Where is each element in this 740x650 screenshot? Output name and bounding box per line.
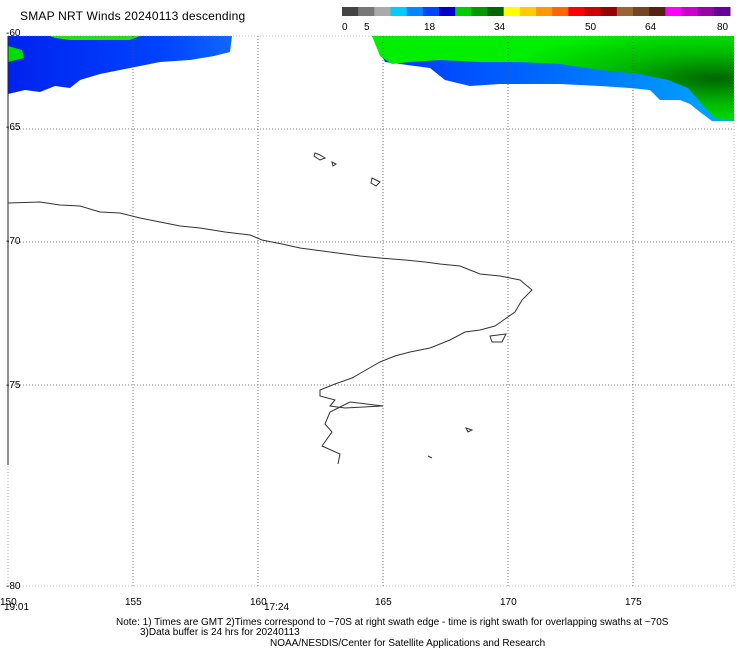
map-frame	[7, 35, 735, 587]
colorbar-tick-label: 34	[494, 22, 506, 33]
colorbar-swatch	[713, 7, 731, 16]
colorbar-tick-label: 0	[342, 22, 348, 33]
colorbar-swatch	[697, 7, 715, 16]
colorbar-swatch	[503, 7, 521, 16]
latitude-label: -65	[6, 122, 21, 133]
colorbar-swatch	[568, 7, 585, 16]
footnote-line-1: Note: 1) Times are GMT 2)Times correspon…	[116, 617, 669, 628]
colorbar-swatch	[455, 7, 472, 16]
longitude-label: 150	[0, 597, 17, 608]
swath-time-label: 19:01	[4, 602, 29, 613]
longitude-label: 175	[625, 597, 642, 608]
credit-line: NOAA/NESDIS/Center for Satellite Applica…	[270, 638, 546, 649]
graticule	[8, 36, 734, 586]
colorbar-tick-label: 18	[424, 22, 436, 33]
colorbar-tick-label: 64	[645, 22, 657, 33]
colorbar-swatch	[665, 7, 682, 16]
wind-swath-right	[372, 36, 734, 121]
coastline	[7, 152, 533, 465]
footnote-line-2: 3)Data buffer is 24 hrs for 20240113	[140, 627, 300, 638]
colorbar-swatch	[471, 7, 488, 16]
swath-time-label: 17:24	[264, 602, 289, 613]
colorbar-swatch	[681, 7, 699, 16]
colorbar-tick-label: 50	[585, 22, 597, 33]
colorbar-swatch	[342, 7, 359, 16]
colorbar-swatch	[358, 7, 375, 16]
colorbar-swatch	[439, 7, 456, 16]
colorbar-swatch	[487, 7, 505, 16]
colorbar-swatch	[649, 7, 666, 16]
colorbar-swatch	[633, 7, 650, 16]
colorbar-swatch	[584, 7, 602, 16]
colorbar-tick-label: 5	[364, 22, 370, 33]
latitude-label: -60	[6, 28, 21, 39]
colorbar-tick-label: 80	[717, 22, 729, 33]
latitude-label: -80	[6, 581, 21, 592]
colorbar-swatch	[519, 7, 537, 16]
colorbar-swatch	[406, 7, 424, 16]
longitude-label: 170	[500, 597, 517, 608]
colorbar-swatch	[422, 7, 440, 16]
longitude-label: 155	[125, 597, 142, 608]
wind-map: -60 -65 -70 -75 -80 150 155 160 165 170 …	[0, 28, 735, 613]
longitude-label: 160	[250, 597, 267, 608]
colorbar-swatch	[536, 7, 553, 16]
longitude-label: 165	[375, 597, 392, 608]
colorbar-swatch	[390, 7, 408, 16]
latitude-label: -75	[6, 380, 21, 391]
colorbar-swatch	[374, 7, 391, 16]
wind-swath-left	[8, 36, 232, 94]
latitude-label: -70	[6, 236, 21, 247]
map-title: SMAP NRT Winds 20240113 descending	[20, 9, 246, 23]
wind-speed-colorbar: 0 5 18 34 50 64 80	[342, 7, 731, 33]
colorbar-swatch	[616, 7, 634, 16]
colorbar-swatch	[552, 7, 569, 16]
colorbar-swatch	[600, 7, 618, 16]
